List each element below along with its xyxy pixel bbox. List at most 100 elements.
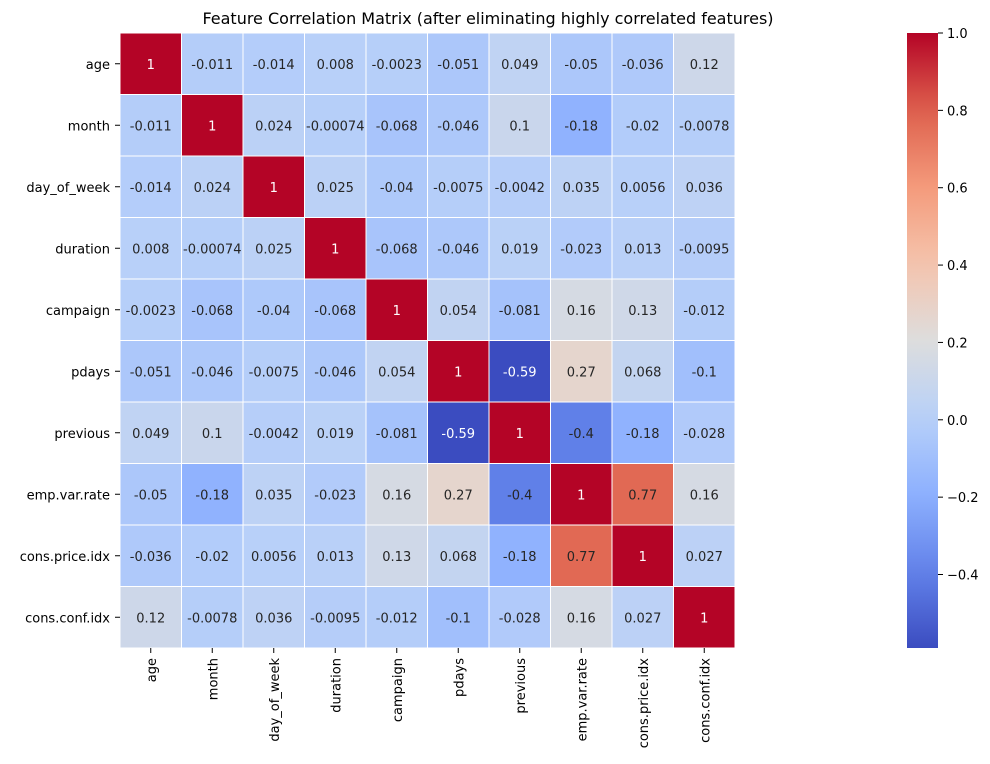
cell-annotation: 0.027	[686, 550, 723, 565]
heatmap-cell	[242, 340, 305, 403]
heatmap-cell	[550, 32, 613, 95]
heatmap-cells: 1 -0.011 -0.014 0.008 -0.0023 -0.051 0.049 -0.0…	[119, 32, 736, 649]
cell-annotation: 0.16	[690, 488, 719, 503]
cell-annotation: -0.028	[683, 427, 725, 442]
cell-annotation: -0.028	[499, 611, 541, 626]
heatmap-cell	[242, 32, 305, 95]
cell-annotation: -0.068	[376, 242, 418, 257]
cell-annotation: -0.051	[130, 365, 172, 380]
cell-annotation: -0.0023	[372, 58, 422, 73]
y-tick-label: duration	[55, 242, 110, 257]
cell-annotation: -0.18	[503, 550, 537, 565]
cell-annotation: -0.18	[195, 488, 229, 503]
heatmap-cell	[673, 217, 736, 280]
cell-annotation: -0.014	[130, 181, 172, 196]
colorbar-tick-label: 0.8	[947, 104, 968, 119]
cell-annotation: 0.013	[624, 242, 661, 257]
cell-annotation: 1	[700, 611, 708, 626]
heatmap-cell	[365, 155, 428, 218]
heatmap-cell	[242, 278, 305, 341]
cell-annotation: -0.0078	[187, 611, 237, 626]
cell-annotation: -0.081	[499, 304, 541, 319]
heatmap-cell	[550, 278, 613, 341]
cell-annotation: -0.1	[446, 611, 471, 626]
cell-annotation: -0.046	[191, 365, 233, 380]
heatmap-cell	[427, 401, 490, 464]
cell-annotation: 1	[270, 181, 278, 196]
cell-annotation: 1	[331, 242, 339, 257]
heatmap-cell	[488, 278, 551, 341]
cell-annotation: 0.054	[440, 304, 477, 319]
heatmap-cell	[488, 401, 551, 464]
cell-annotation: 0.035	[255, 488, 292, 503]
cell-annotation: -0.036	[622, 58, 664, 73]
x-tick-label: pdays	[452, 658, 467, 697]
heatmap-cell	[119, 340, 182, 403]
heatmap-cell	[181, 32, 244, 95]
cell-annotation: -0.0042	[495, 181, 545, 196]
cell-annotation: -0.4	[507, 488, 532, 503]
cell-annotation: 0.013	[317, 550, 354, 565]
cell-annotation: -0.068	[376, 119, 418, 134]
cell-annotation: 0.13	[382, 550, 411, 565]
cell-annotation: -0.046	[437, 119, 479, 134]
cell-annotation: -0.068	[191, 304, 233, 319]
cell-annotation: 0.019	[317, 427, 354, 442]
cell-annotation: 0.049	[132, 427, 169, 442]
cell-annotation: 1	[208, 119, 216, 134]
heatmap-cell	[365, 586, 428, 649]
heatmap-cell	[427, 340, 490, 403]
heatmap-cell	[181, 278, 244, 341]
y-tick-label: campaign	[46, 304, 110, 319]
cell-annotation: -0.0042	[249, 427, 299, 442]
heatmap-cell	[304, 524, 367, 587]
cell-annotation: -0.00074	[306, 119, 364, 134]
y-tick-label: cons.price.idx	[20, 550, 111, 565]
y-tick-label: pdays	[71, 365, 110, 380]
cell-annotation: -0.051	[437, 58, 479, 73]
heatmap-cell	[119, 401, 182, 464]
cell-annotation: 0.036	[255, 611, 292, 626]
heatmap-cell	[611, 340, 674, 403]
y-tick-label: cons.conf.idx	[25, 611, 110, 626]
cell-annotation: -0.0075	[249, 365, 299, 380]
heatmap-cell	[365, 463, 428, 526]
heatmap-cell	[365, 524, 428, 587]
heatmap-cell	[304, 586, 367, 649]
cell-annotation: 0.024	[194, 181, 231, 196]
colorbar-tick-label: 0.6	[947, 182, 968, 197]
heatmap-cell	[181, 155, 244, 218]
cell-annotation: 0.027	[624, 611, 661, 626]
cell-annotation: 0.024	[255, 119, 292, 134]
colorbar-tick-label: 0.4	[947, 259, 968, 274]
heatmap-cell	[611, 463, 674, 526]
cell-annotation: 0.16	[382, 488, 411, 503]
heatmap-cell	[611, 401, 674, 464]
x-tick-label: campaign	[391, 658, 406, 722]
heatmap-cell	[427, 463, 490, 526]
cell-annotation: 1	[147, 58, 155, 73]
heatmap-cell	[427, 217, 490, 280]
cell-annotation: 0.16	[567, 304, 596, 319]
heatmap-cell	[611, 524, 674, 587]
cell-annotation: 0.1	[202, 427, 223, 442]
heatmap-cell	[242, 463, 305, 526]
cell-annotation: 1	[516, 427, 524, 442]
cell-annotation: -0.59	[441, 427, 475, 442]
x-tick-label: cons.conf.idx	[698, 658, 713, 743]
heatmap-cell	[550, 155, 613, 218]
heatmap-cell	[550, 463, 613, 526]
cell-annotation: 0.049	[501, 58, 538, 73]
colorbar-tick-label: 1.0	[947, 27, 968, 42]
colorbar-tick-label: −0.4	[947, 569, 979, 584]
x-tick-label: month	[206, 658, 221, 700]
heatmap-cell	[488, 94, 551, 157]
cell-annotation: 0.036	[686, 181, 723, 196]
cell-annotation: -0.59	[503, 365, 537, 380]
cell-annotation: 0.0056	[620, 181, 666, 196]
cell-annotation: 1	[393, 304, 401, 319]
cell-annotation: 0.068	[440, 550, 477, 565]
cell-annotation: 0.008	[317, 58, 354, 73]
heatmap-cell	[304, 463, 367, 526]
